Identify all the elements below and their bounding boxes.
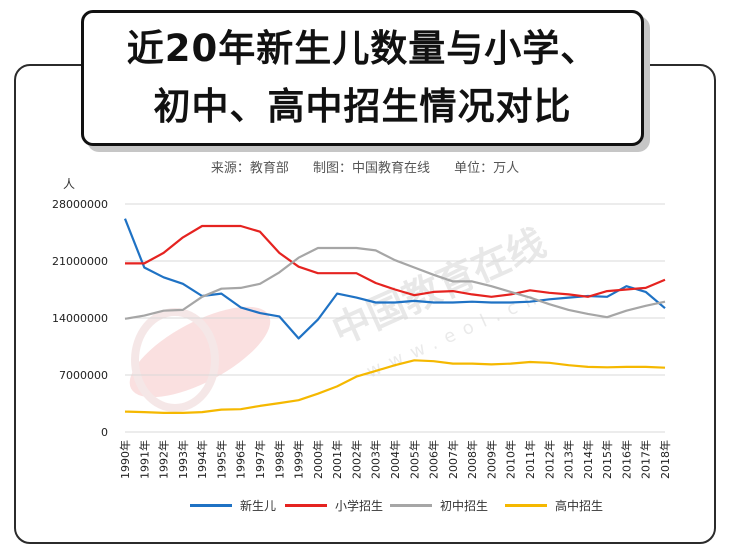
x-tick-label: 1990年 xyxy=(118,440,132,479)
series-line-2 xyxy=(124,246,666,320)
title-box: 近20年新生儿数量与小学、 初中、高中招生情况对比 xyxy=(81,10,644,146)
x-tick-label: 2012年 xyxy=(542,440,556,479)
x-tick-label: 2000年 xyxy=(311,440,325,479)
legend-label-senior: 高中招生 xyxy=(555,499,604,513)
source-unit: 单位：万人 xyxy=(454,161,520,176)
x-tick-label: 1993年 xyxy=(176,440,190,479)
title-line-2: 初中、高中招生情况对比 xyxy=(153,85,572,128)
x-tick-label: 2003年 xyxy=(369,440,383,479)
y-tick-label: 28000000 xyxy=(52,198,108,211)
x-tick-label: 2018年 xyxy=(658,440,672,479)
x-tick-label: 1997年 xyxy=(253,440,267,479)
legend-item-senior: 高中招生 xyxy=(505,497,603,514)
legend-label-primary: 小学招生 xyxy=(335,499,384,513)
source-line: 来源：教育部 制图：中国教育在线 单位：万人 xyxy=(0,157,730,176)
series-line-1 xyxy=(125,224,666,298)
x-tick-label: 1996年 xyxy=(234,440,248,479)
x-tick-label: 1999年 xyxy=(292,440,306,479)
chart-title: 近20年新生儿数量与小学、 初中、高中招生情况对比 xyxy=(127,20,599,136)
x-tick-label: 1995年 xyxy=(214,440,228,479)
x-tick-label: 2015年 xyxy=(600,440,614,479)
series-line-0 xyxy=(123,218,666,340)
x-tick-label: 2001年 xyxy=(330,440,344,479)
x-tick-label: 2002年 xyxy=(349,440,363,479)
legend-item-primary: 小学招生 xyxy=(285,497,383,514)
legend-label-junior: 初中招生 xyxy=(440,499,489,513)
legend-swatch-newborn xyxy=(190,504,232,507)
y-tick-label: 7000000 xyxy=(59,369,108,382)
source-maker: 制图：中国教育在线 xyxy=(312,161,430,176)
legend-item-newborn: 新生儿 xyxy=(190,497,276,514)
x-tick-label: 1998年 xyxy=(272,440,286,479)
x-tick-label: 1991年 xyxy=(137,440,151,479)
x-tick-label: 2006年 xyxy=(427,440,441,479)
x-tick-label: 2011年 xyxy=(523,440,537,479)
source-origin: 来源：教育部 xyxy=(210,161,289,176)
x-tick-label: 2013年 xyxy=(562,440,576,479)
gridlines xyxy=(125,203,665,433)
x-tick-labels: 1990年 1991年 1992年 1993年 1994年 1995年 1996年 1997年… xyxy=(118,440,672,479)
y-tick-label: 14000000 xyxy=(52,312,108,325)
x-tick-label: 2017年 xyxy=(639,440,653,479)
title-line-1: 近20年新生儿数量与小学、 xyxy=(126,27,599,70)
x-tick-label: 2009年 xyxy=(484,440,498,479)
legend-swatch-junior xyxy=(390,504,432,507)
watermark-logo-ring xyxy=(131,308,219,412)
series-lines xyxy=(123,218,666,414)
y-tick-labels: 0 7000000 14000000 21000000 28000000 xyxy=(52,198,108,439)
x-tick-label: 2005年 xyxy=(407,440,421,479)
y-axis-label: 人 xyxy=(63,177,75,191)
x-tick-label: 2010年 xyxy=(504,440,518,479)
x-tick-label: 2004年 xyxy=(388,440,402,479)
x-tick-label: 2016年 xyxy=(619,440,633,479)
y-tick-label: 21000000 xyxy=(52,255,108,268)
legend-swatch-primary xyxy=(285,504,327,507)
legend-swatch-senior xyxy=(505,504,547,507)
x-tick-label: 2008年 xyxy=(465,440,479,479)
x-tick-label: 2014年 xyxy=(581,440,595,479)
x-tick-label: 1992年 xyxy=(157,440,171,479)
x-tick-label: 1994年 xyxy=(195,440,209,479)
series-line-3 xyxy=(124,359,666,414)
legend-item-junior: 初中招生 xyxy=(390,497,488,514)
legend-label-newborn: 新生儿 xyxy=(240,499,277,513)
x-tick-label: 2007年 xyxy=(446,440,460,479)
y-tick-label: 0 xyxy=(101,426,108,439)
